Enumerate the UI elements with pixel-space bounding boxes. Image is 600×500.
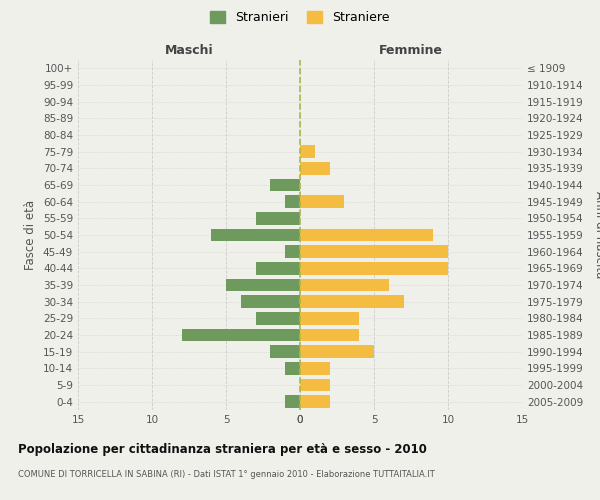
Bar bbox=[271, 179, 300, 192]
Bar bbox=[285, 196, 300, 208]
Bar bbox=[285, 246, 300, 258]
Text: Maschi: Maschi bbox=[164, 44, 214, 58]
Bar bbox=[182, 329, 300, 341]
Bar bbox=[226, 279, 300, 291]
Bar bbox=[300, 346, 374, 358]
Bar bbox=[300, 362, 329, 374]
Bar bbox=[300, 296, 404, 308]
Y-axis label: Fasce di età: Fasce di età bbox=[25, 200, 37, 270]
Bar bbox=[285, 396, 300, 408]
Bar bbox=[211, 229, 300, 241]
Text: COMUNE DI TORRICELLA IN SABINA (RI) - Dati ISTAT 1° gennaio 2010 - Elaborazione : COMUNE DI TORRICELLA IN SABINA (RI) - Da… bbox=[18, 470, 435, 479]
Bar bbox=[256, 262, 300, 274]
Bar bbox=[300, 196, 344, 208]
Bar bbox=[300, 396, 329, 408]
Bar bbox=[300, 279, 389, 291]
Bar bbox=[300, 329, 359, 341]
Bar bbox=[285, 362, 300, 374]
Bar bbox=[256, 212, 300, 224]
Bar bbox=[300, 146, 315, 158]
Bar bbox=[300, 246, 448, 258]
Bar bbox=[271, 346, 300, 358]
Bar bbox=[256, 312, 300, 324]
Text: Popolazione per cittadinanza straniera per età e sesso - 2010: Popolazione per cittadinanza straniera p… bbox=[18, 442, 427, 456]
Bar bbox=[300, 312, 359, 324]
Y-axis label: Anni di nascita: Anni di nascita bbox=[593, 192, 600, 278]
Bar bbox=[300, 229, 433, 241]
Text: Femmine: Femmine bbox=[379, 44, 443, 58]
Bar bbox=[300, 162, 329, 174]
Bar bbox=[300, 379, 329, 391]
Bar bbox=[241, 296, 300, 308]
Legend: Stranieri, Straniere: Stranieri, Straniere bbox=[205, 6, 395, 29]
Bar bbox=[300, 262, 448, 274]
